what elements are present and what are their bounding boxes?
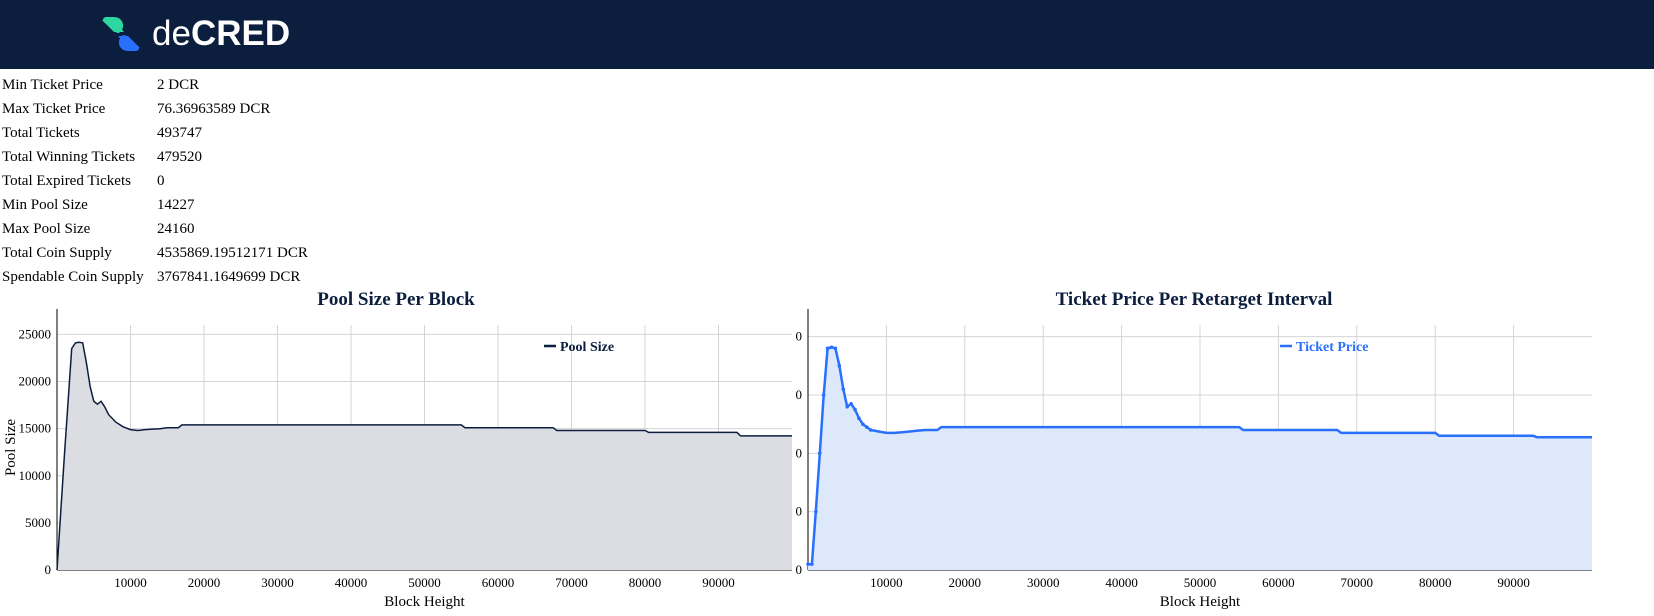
x-tick-label: 80000 (1419, 575, 1452, 590)
stat-row: Total Tickets 493747 (2, 121, 308, 145)
y-tick-label: 10000 (19, 468, 52, 483)
y-tick-label: 0 (45, 562, 52, 577)
x-tick-label: 10000 (114, 575, 147, 590)
stat-value: 24160 (157, 220, 195, 237)
stat-value: 3767841.1649699 DCR (157, 268, 301, 285)
data-point (817, 451, 822, 456)
stat-row: Min Pool Size 14227 (2, 193, 308, 217)
x-tick-label: 20000 (949, 575, 982, 590)
ticket-price-plot: 0 20 40 60 80 10000 20000 30000 40000 50000 60000 7… (764, 309, 1592, 610)
decred-logo[interactable]: deCRED (100, 16, 290, 52)
stat-label: Min Pool Size (2, 196, 88, 213)
data-point (821, 393, 826, 397)
stat-label: Total Coin Supply (2, 244, 112, 261)
x-tick-label: 40000 (1105, 575, 1138, 590)
stat-label: Min Ticket Price (2, 76, 103, 93)
data-point (857, 416, 861, 421)
x-tick-label: 60000 (482, 575, 515, 590)
y-tick-label: 20000 (19, 374, 52, 389)
stat-value: 479520 (157, 148, 202, 165)
stat-row: Total Winning Tickets 479520 (2, 145, 308, 169)
brand-name-part2: CRED (190, 14, 291, 53)
pool-size-plot: 0 5000 10000 15000 20000 25000 10000 20000 30000… (3, 309, 792, 610)
x-tick-label: 90000 (1497, 575, 1530, 590)
y-tick-label: 5000 (25, 515, 51, 530)
y-tick-label: 0 (796, 562, 802, 577)
data-point (825, 346, 830, 351)
stat-label: Max Pool Size (2, 220, 91, 237)
data-point (865, 425, 869, 429)
pool-size-chart: Pool Size Per Block 0 5000 10000 15000 20000… (0, 284, 792, 611)
stat-value: 493747 (157, 124, 202, 141)
data-point (841, 387, 846, 391)
stat-row: Max Ticket Price 76.36963589 DCR (2, 97, 308, 121)
y-tick-label: 20 (796, 504, 802, 519)
brand-name: deCRED (152, 16, 290, 52)
x-tick-label: 40000 (335, 575, 368, 590)
data-point (849, 401, 853, 406)
y-tick-label: 15000 (19, 421, 52, 436)
stat-value: 4535869.19512171 DCR (157, 244, 308, 261)
stat-row: Max Pool Size 24160 (2, 217, 308, 241)
x-axis-label: Block Height (384, 594, 465, 610)
x-tick-label: 70000 (1341, 575, 1374, 590)
x-tick-label: 80000 (629, 575, 662, 590)
y-tick-label: 25000 (19, 326, 52, 341)
stat-row: Total Coin Supply 4535869.19512171 DCR (2, 241, 308, 265)
x-tick-label: 30000 (1027, 575, 1060, 590)
data-point (845, 404, 849, 409)
legend-label: Ticket Price (1296, 340, 1368, 355)
series-line (56, 341, 792, 571)
stat-value: 14227 (157, 196, 195, 213)
y-tick-label: 40 (796, 445, 802, 460)
x-axis-label: Block Height (1160, 594, 1241, 610)
x-tick-label: 60000 (1262, 575, 1295, 590)
y-axis-label: Pool Size (3, 419, 19, 476)
stat-label: Spendable Coin Supply (2, 268, 144, 285)
data-point (814, 509, 818, 514)
decred-logo-icon (102, 17, 140, 51)
x-tick-label: 20000 (188, 575, 221, 590)
brand-name-part1: de (152, 14, 191, 53)
header-bar: deCRED (0, 0, 1654, 69)
x-tick-label: 50000 (1184, 575, 1217, 590)
stat-row: Spendable Coin Supply 3767841.1649699 DCR (2, 265, 308, 289)
data-point (829, 345, 834, 350)
x-tick-label: 10000 (870, 575, 903, 590)
data-point (868, 428, 873, 432)
data-point (833, 346, 838, 351)
x-tick-label: 50000 (408, 575, 441, 590)
stat-label: Total Winning Tickets (2, 148, 136, 165)
x-tick-label: 70000 (555, 575, 588, 590)
stats-table: Min Ticket Price 2 DCR Max Ticket Price 76… (2, 73, 308, 289)
ticket-price-chart: Ticket Price Per Retarget Interval 0 20 40… (764, 284, 1592, 611)
data-point (837, 364, 842, 368)
x-tick-label: 90000 (702, 575, 735, 590)
stat-value: 2 DCR (157, 76, 200, 93)
data-point (806, 562, 810, 566)
stat-value: 0 (157, 172, 165, 189)
chart-title: Pool Size Per Block (317, 289, 475, 310)
legend-label: Pool Size (560, 340, 614, 355)
data-point (853, 407, 857, 412)
stat-label: Max Ticket Price (2, 100, 106, 117)
stat-value: 76.36963589 DCR (157, 100, 271, 117)
chart-title: Ticket Price Per Retarget Interval (1055, 289, 1333, 310)
series-area (808, 347, 1592, 570)
series-area (57, 342, 792, 570)
stat-row: Min Ticket Price 2 DCR (2, 73, 308, 97)
x-tick-label: 30000 (261, 575, 294, 590)
y-tick-label: 60 (796, 387, 802, 402)
data-point (861, 422, 865, 426)
y-tick-label: 80 (796, 329, 802, 344)
stat-row: Total Expired Tickets 0 (2, 169, 308, 193)
data-point (810, 562, 814, 566)
stat-label: Total Expired Tickets (2, 172, 131, 189)
stat-label: Total Tickets (2, 124, 80, 141)
